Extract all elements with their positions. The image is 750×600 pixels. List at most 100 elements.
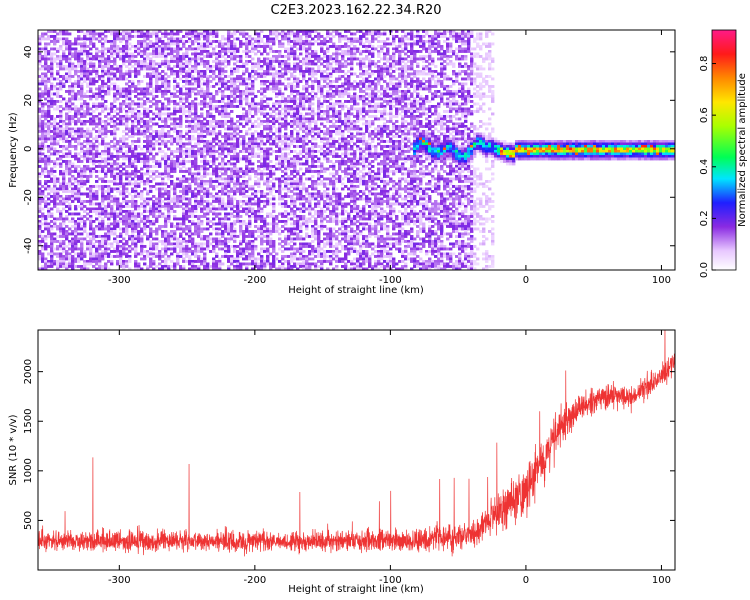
spectrogram-cell (218, 207, 222, 211)
spectrogram-cell (62, 197, 66, 201)
spectrogram-cell (254, 170, 258, 173)
spectrogram-cell (245, 255, 249, 258)
spectrogram-cell (272, 170, 276, 173)
spectrogram-cell (170, 127, 174, 131)
spectrogram-cell (215, 65, 219, 68)
spectrogram-cell (134, 35, 138, 38)
spectrogram-cell (263, 152, 267, 156)
spectrogram-cell (59, 60, 63, 63)
spectrogram-cell (125, 215, 129, 218)
spectrogram-cell (92, 67, 96, 71)
spectrogram-cell (80, 177, 84, 181)
spectrogram-cell (182, 217, 186, 221)
spectrogram-cell (257, 145, 261, 148)
spectrogram-cell (194, 167, 198, 171)
spectrogram-cell (53, 240, 57, 243)
spectrogram-cell (65, 125, 69, 128)
spectrogram-cell (245, 245, 249, 248)
spectrogram-cell (206, 242, 210, 246)
spectrogram-cell (98, 187, 102, 191)
spectrogram-cell (194, 97, 198, 101)
spectrogram-cell (68, 247, 72, 251)
spectrogram-cell (173, 140, 177, 143)
spectrogram-cell (236, 152, 240, 156)
spectrogram-cell (248, 42, 252, 46)
spectrogram-cell (227, 80, 231, 83)
spectrogram-cell (212, 257, 216, 261)
spectrogram-cell (59, 130, 63, 133)
spectrogram-cell (212, 72, 216, 76)
spectrogram-cell (104, 165, 108, 168)
spectrogram-cell (122, 77, 126, 81)
spectrogram-cell (242, 135, 246, 138)
spectrogram-cell (110, 222, 114, 226)
spectrogram-cell (149, 242, 153, 246)
spectrogram-cell (65, 147, 69, 151)
spectrogram-cell (140, 212, 144, 216)
spectrogram-cell (38, 197, 42, 201)
spectrogram-cell (47, 197, 51, 201)
spectrogram-cell (242, 180, 246, 183)
spectrogram-cell (275, 162, 279, 166)
spectrogram-cell (113, 127, 117, 131)
spectrogram-cell (275, 130, 279, 133)
spectrogram-cell (152, 122, 156, 126)
spectrogram-cell (257, 167, 261, 171)
spectrogram-cell (251, 187, 255, 191)
spectrogram-cell (209, 70, 213, 73)
spectrogram-cell (59, 255, 63, 258)
spectrogram-cell (170, 142, 174, 146)
spectrogram-cell (146, 155, 150, 158)
spectrogram-cell (212, 157, 216, 161)
spectrogram-cell (122, 55, 126, 58)
spectrogram-cell (167, 240, 171, 243)
spectrogram-cell (152, 260, 156, 263)
spectrogram-cell (50, 180, 54, 183)
spectrogram-cell (227, 185, 231, 188)
spectrogram-cell (176, 95, 180, 98)
spectrogram-cell (38, 67, 42, 71)
spectrogram-cell (188, 107, 192, 111)
spectrogram-cell (215, 132, 219, 136)
spectrogram-cell (185, 95, 189, 98)
spectrogram-cell (194, 172, 198, 176)
spectrogram-cell (272, 80, 276, 83)
spectrogram-cell (116, 162, 120, 166)
spectrogram-cell (266, 102, 270, 106)
spectrogram-cell (38, 175, 42, 178)
spectrogram-cell (83, 115, 87, 118)
spectrogram-cell (98, 160, 102, 163)
spectrogram-cell (101, 180, 105, 183)
spectrogram-cell (38, 137, 42, 141)
spectrogram-cell (122, 185, 126, 188)
spectrogram-cell (236, 100, 240, 103)
spectrogram-cell (83, 120, 87, 123)
spectrogram-cell (209, 185, 213, 188)
spectrogram-cell (224, 137, 228, 141)
spectrogram-cell (272, 110, 276, 113)
spectrogram-cell (215, 200, 219, 203)
spectrogram-cell (194, 182, 198, 186)
spectrogram-cell (200, 230, 204, 233)
spectrogram-cell (80, 255, 84, 258)
spectrogram-cell (143, 32, 147, 36)
spectrogram-cell (275, 222, 279, 226)
spectrogram-cell (257, 137, 261, 141)
spectrogram-cell (155, 90, 159, 93)
spectrogram-cell (56, 132, 60, 136)
spectrogram-cell (65, 237, 69, 241)
spectrogram-cell (272, 87, 276, 91)
spectrogram-cell (266, 182, 270, 186)
spectrogram-cell (239, 140, 243, 143)
spectrogram-cell (218, 190, 222, 193)
spectrogram-cell (125, 112, 129, 116)
spectrogram-cell (179, 182, 183, 186)
spectrogram-cell (257, 230, 261, 233)
spectrogram-cell (146, 125, 150, 128)
spectrogram-cell (212, 100, 216, 103)
spectrogram-cell (245, 67, 249, 71)
spectrogram-cell (176, 157, 180, 161)
spectrogram-cell (137, 230, 141, 233)
spectrogram-cell (170, 32, 174, 36)
spectrogram-cell (188, 37, 192, 41)
